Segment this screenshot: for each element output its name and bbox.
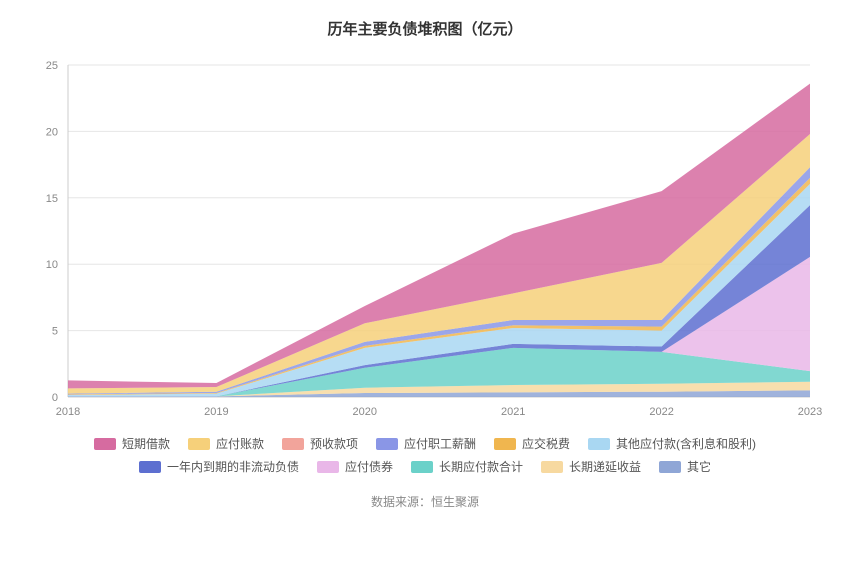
legend-item[interactable]: 一年内到期的非流动负债 <box>139 458 299 475</box>
chart-container: 历年主要负债堆积图（亿元） 0 5 10 15 20 25 2018 2019 2020 2021… <box>0 0 850 574</box>
legend: 短期借款 应付账款 预收款项 应付职工薪酬 应交税费 其他应付款(含利息和股利) 一年内到期… <box>20 435 830 475</box>
legend-item[interactable]: 长期应付款合计 <box>411 458 523 475</box>
legend-swatch <box>494 438 516 450</box>
legend-swatch <box>588 438 610 450</box>
y-tick-label: 15 <box>46 193 58 205</box>
legend-label: 应付账款 <box>216 435 264 452</box>
legend-item[interactable]: 应交税费 <box>494 435 570 452</box>
legend-label: 一年内到期的非流动负债 <box>167 458 299 475</box>
y-tick-label: 20 <box>46 126 58 138</box>
legend-label: 长期递延收益 <box>569 458 641 475</box>
legend-item[interactable]: 预收款项 <box>282 435 358 452</box>
legend-label: 应付债券 <box>345 458 393 475</box>
x-tick-label: 2022 <box>649 406 673 418</box>
legend-label: 长期应付款合计 <box>439 458 523 475</box>
legend-swatch <box>94 438 116 450</box>
chart-plot-area: 0 5 10 15 20 25 2018 2019 2020 2021 2022 2023 <box>20 45 830 425</box>
legend-item[interactable]: 应付账款 <box>188 435 264 452</box>
legend-swatch <box>188 438 210 450</box>
legend-swatch <box>139 461 161 473</box>
y-tick-label: 10 <box>46 259 58 271</box>
x-tick-label: 2019 <box>204 406 228 418</box>
legend-item[interactable]: 应付债券 <box>317 458 393 475</box>
x-tick-label: 2023 <box>798 406 822 418</box>
data-source-label: 数据来源： <box>371 495 431 509</box>
legend-item[interactable]: 短期借款 <box>94 435 170 452</box>
legend-swatch <box>411 461 433 473</box>
legend-swatch <box>541 461 563 473</box>
y-tick-label: 25 <box>46 60 58 72</box>
legend-swatch <box>317 461 339 473</box>
x-tick-label: 2018 <box>56 406 80 418</box>
y-tick-label: 0 <box>52 392 58 404</box>
legend-swatch <box>659 461 681 473</box>
chart-svg: 0 5 10 15 20 25 2018 2019 2020 2021 2022 2023 <box>20 45 830 425</box>
legend-label: 其它 <box>687 458 711 475</box>
legend-item[interactable]: 其他应付款(含利息和股利) <box>588 435 756 452</box>
data-source-value: 恒生聚源 <box>431 495 479 509</box>
y-tick-label: 5 <box>52 326 58 338</box>
legend-item[interactable]: 长期递延收益 <box>541 458 641 475</box>
legend-label: 预收款项 <box>310 435 358 452</box>
data-source: 数据来源：恒生聚源 <box>20 493 830 510</box>
x-tick-label: 2021 <box>501 406 525 418</box>
x-tick-label: 2020 <box>353 406 377 418</box>
chart-title: 历年主要负债堆积图（亿元） <box>20 18 830 39</box>
legend-item[interactable]: 应付职工薪酬 <box>376 435 476 452</box>
legend-swatch <box>376 438 398 450</box>
legend-label: 应交税费 <box>522 435 570 452</box>
legend-label: 其他应付款(含利息和股利) <box>616 435 756 452</box>
legend-label: 应付职工薪酬 <box>404 435 476 452</box>
legend-label: 短期借款 <box>122 435 170 452</box>
legend-item[interactable]: 其它 <box>659 458 711 475</box>
legend-swatch <box>282 438 304 450</box>
